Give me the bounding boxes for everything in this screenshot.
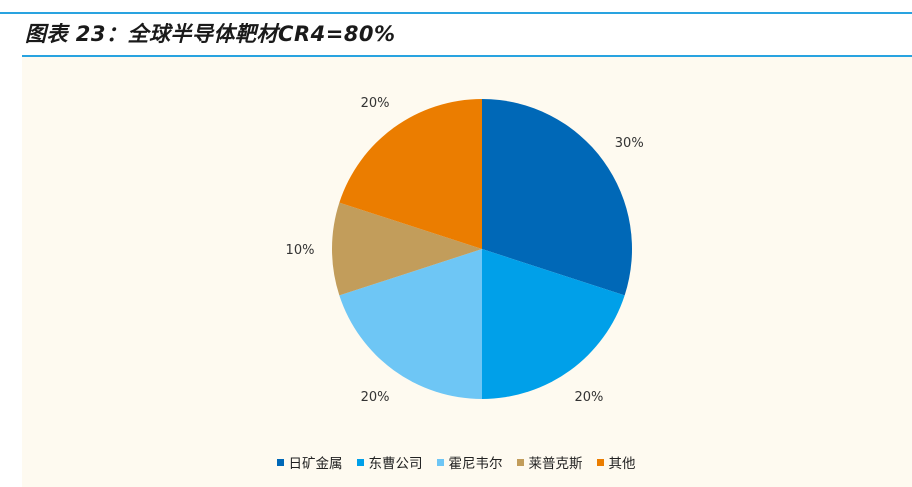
legend-label: 霍尼韦尔 xyxy=(448,456,503,472)
slice-label-1: 20% xyxy=(575,390,604,405)
top-rule xyxy=(0,12,912,14)
legend-swatch xyxy=(516,458,524,466)
pie-slice-0 xyxy=(482,99,632,296)
slice-label-0: 30% xyxy=(615,136,644,151)
pie-slice-4 xyxy=(339,99,482,249)
legend-label: 其他 xyxy=(608,456,636,472)
legend-swatch xyxy=(276,458,284,466)
legend-swatch xyxy=(356,458,364,466)
legend-item-4: 其他 xyxy=(596,452,636,472)
legend-label: 东曹公司 xyxy=(368,456,423,472)
legend-label: 日矿金属 xyxy=(288,456,343,472)
pie-slice-2 xyxy=(339,249,482,399)
pie-slice-3 xyxy=(332,202,482,296)
title-underline xyxy=(22,55,912,57)
legend-swatch xyxy=(596,458,604,466)
legend-item-3: 莱普克斯 xyxy=(516,452,583,472)
slice-label-3: 10% xyxy=(286,243,315,258)
legend-item-2: 霍尼韦尔 xyxy=(436,452,503,472)
slice-label-2: 20% xyxy=(361,390,390,405)
slice-label-4: 20% xyxy=(361,96,390,111)
chart-title: 图表 23：全球半导体靶材CR4=80% xyxy=(25,22,396,46)
legend-label: 莱普克斯 xyxy=(528,456,583,472)
pie-slice-1 xyxy=(482,249,625,399)
legend-swatch xyxy=(436,458,444,466)
legend-item-0: 日矿金属 xyxy=(276,452,343,472)
legend: 日矿金属 东曹公司 霍尼韦尔 莱普克斯 其他 xyxy=(0,452,912,472)
legend-item-1: 东曹公司 xyxy=(356,452,423,472)
